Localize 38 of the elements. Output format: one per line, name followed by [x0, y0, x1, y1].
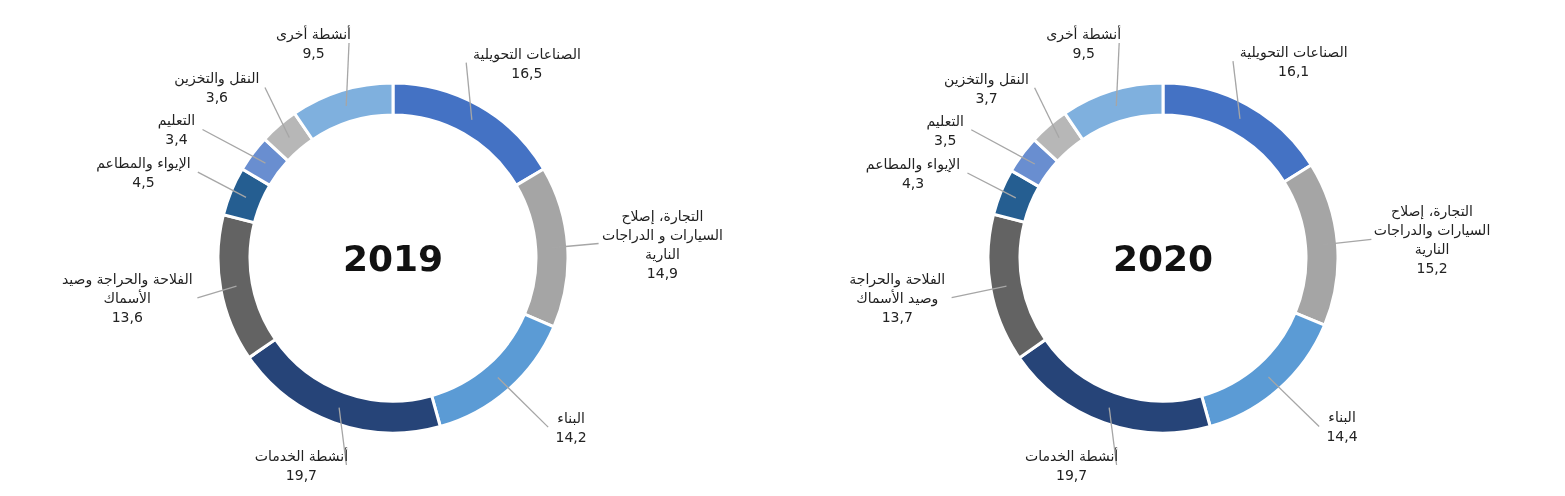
data-label: 16,5	[511, 64, 543, 81]
data-label: 9,5	[1072, 44, 1095, 61]
slice-label: أنشطة أخرى	[1046, 24, 1122, 43]
data-label: 16,1	[1278, 63, 1310, 80]
slice-label: الفلاحة والحراجة وصيد الأسماك	[61, 271, 193, 307]
data-label: 13,7	[881, 309, 913, 326]
slice-label: البناء	[557, 410, 585, 427]
slice-label: الفلاحة والحراجة وصيد الأسماك	[849, 271, 946, 308]
data-label: 13,6	[111, 309, 143, 326]
slice-label: أنشطة أخرى	[276, 24, 352, 43]
data-label: 3,4	[165, 131, 188, 148]
text: 2020	[1112, 238, 1214, 279]
slice-label: التعليم	[926, 112, 964, 130]
slice-label: النقل والتخزين	[174, 70, 260, 88]
data-label: 14,9	[646, 264, 679, 281]
slice-label: التعليم	[157, 112, 196, 130]
data-label: 14,2	[555, 429, 587, 446]
data-label: 9,5	[302, 44, 325, 61]
data-label: 15,2	[1416, 260, 1448, 277]
data-label: 3,5	[934, 131, 957, 148]
slice-label: أنشطة الخدمات	[254, 447, 349, 464]
slice-label: البناء	[1328, 409, 1356, 426]
slice-label: الإيواء والمطاعم	[865, 155, 961, 173]
slice-label: الصناعات التحويلية	[472, 45, 581, 63]
slice-label: الإيواء والمطاعم	[96, 155, 191, 173]
data-label: 14,4	[1326, 428, 1358, 445]
slice-label: النقل والتخزين	[944, 70, 1029, 88]
data-label: 3,7	[975, 89, 998, 106]
data-label: 19,7	[1056, 467, 1088, 483]
slice-label: التجارة، إصلاح السيارات و الدراجات النارية	[601, 207, 723, 263]
slice-label: التجارة، إصلاح السيارات والدراجات النارية	[1373, 203, 1491, 259]
data-label: 3,6	[205, 89, 229, 106]
data-label: 4,3	[901, 174, 925, 191]
data-label: 4,5	[132, 174, 155, 191]
slice-label: أنشطة الخدمات	[1025, 447, 1119, 464]
text: 2019	[342, 238, 444, 279]
slice-label: الصناعات التحويلية	[1239, 44, 1348, 62]
data-label: 19,7	[285, 467, 318, 483]
